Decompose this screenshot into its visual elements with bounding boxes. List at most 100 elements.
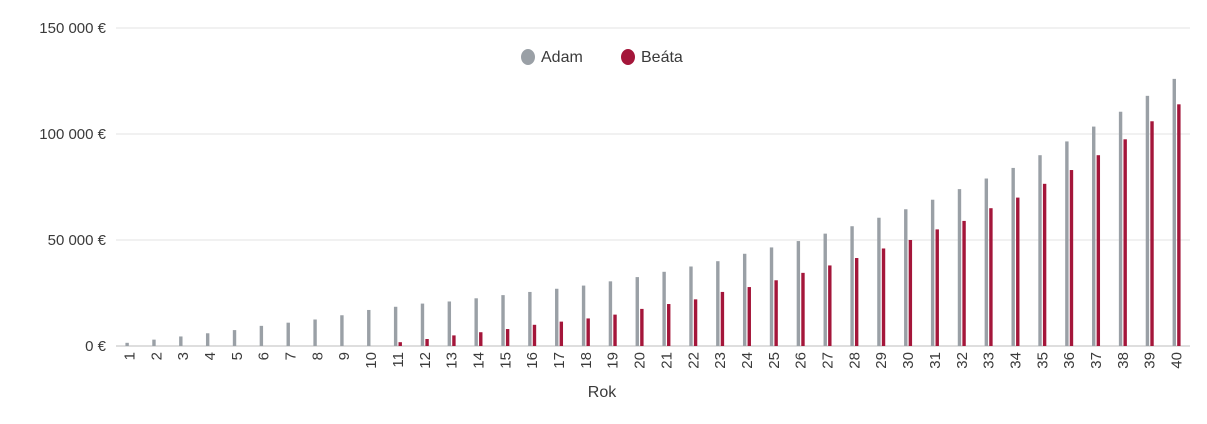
y-tick-label: 0 € <box>85 338 107 355</box>
x-tick-label: 26 <box>793 352 810 369</box>
x-tick-label: 11 <box>390 352 407 368</box>
bar-adam-35 <box>1038 155 1042 346</box>
bar-adam-4 <box>205 333 210 346</box>
bar-adam-38 <box>1118 111 1123 347</box>
bar-adam-1 <box>125 342 129 346</box>
x-tick-label: 31 <box>927 352 944 369</box>
bar-adam-2 <box>152 339 156 346</box>
bar-beta-27 <box>828 265 832 346</box>
bar-beta-14 <box>479 332 483 346</box>
x-tick-label: 30 <box>900 352 917 369</box>
legend-item[interactable]: Adam <box>521 49 583 66</box>
bar-beta-19 <box>613 314 617 346</box>
x-axis-title: Rok <box>588 384 617 401</box>
bar-adam-8 <box>313 319 317 346</box>
bar-adam-5 <box>232 330 237 346</box>
y-tick-label: 150 000 € <box>39 20 106 37</box>
x-tick-label: 7 <box>283 352 300 360</box>
bar-adam-18 <box>581 285 586 346</box>
x-tick-label: 34 <box>1007 352 1024 369</box>
x-tick-label: 4 <box>202 352 219 360</box>
x-tick-label: 16 <box>524 352 541 369</box>
bar-beta-11 <box>398 342 402 346</box>
bar-beta-21 <box>667 304 671 346</box>
x-tick-label: 40 <box>1169 352 1186 369</box>
bar-adam-24 <box>742 253 747 346</box>
bar-adam-25 <box>769 247 774 346</box>
x-tick-label: 18 <box>578 352 595 369</box>
bar-adam-31 <box>930 199 935 346</box>
bar-adam-9 <box>340 315 344 346</box>
bar-beta-23 <box>720 291 725 346</box>
x-tick-label: 8 <box>309 352 326 360</box>
bar-adam-32 <box>957 189 962 346</box>
bar-beta-28 <box>854 258 859 346</box>
bar-adam-40 <box>1172 78 1176 346</box>
bar-adam-19 <box>608 281 613 346</box>
x-tick-label: 9 <box>336 352 353 360</box>
x-tick-label: 21 <box>658 352 675 369</box>
bar-beta-33 <box>989 208 993 346</box>
bar-adam-17 <box>555 288 559 346</box>
bar-beta-39 <box>1150 121 1154 346</box>
x-tick-label: 28 <box>846 352 863 369</box>
bar-adam-7 <box>286 322 290 346</box>
x-tick-label: 27 <box>820 352 837 369</box>
x-tick-label: 39 <box>1142 352 1159 369</box>
x-tick-label: 25 <box>766 352 783 369</box>
bar-adam-37 <box>1092 126 1096 346</box>
bar-beta-34 <box>1016 197 1020 346</box>
x-tick-label: 35 <box>1034 352 1051 369</box>
bar-adam-14 <box>474 298 478 346</box>
x-tick-label: 33 <box>981 352 998 369</box>
y-tick-label: 50 000 € <box>48 232 107 249</box>
x-tick-label: 20 <box>632 352 649 369</box>
bar-adam-11 <box>393 306 398 346</box>
legend-label: Beáta <box>641 49 683 66</box>
bar-beta-32 <box>962 220 966 346</box>
x-tick-label: 1 <box>121 352 138 360</box>
bar-beta-25 <box>774 280 778 346</box>
bar-beta-22 <box>693 299 698 346</box>
x-tick-label: 37 <box>1088 352 1105 369</box>
bar-adam-34 <box>1011 167 1015 346</box>
x-tick-label: 24 <box>739 352 756 369</box>
bar-beta-17 <box>559 321 564 346</box>
bar-beta-26 <box>801 272 805 346</box>
bars <box>125 78 1181 347</box>
bar-adam-15 <box>501 295 505 346</box>
x-tick-label: 19 <box>605 352 622 369</box>
x-tick-label: 10 <box>363 352 380 369</box>
legend-marker <box>621 49 635 65</box>
x-tick-label: 2 <box>148 352 165 360</box>
x-tick-label: 5 <box>229 352 246 360</box>
bar-adam-39 <box>1145 95 1150 346</box>
x-tick-label: 3 <box>175 352 192 360</box>
x-tick-label: 17 <box>551 352 568 369</box>
bar-adam-30 <box>904 209 908 346</box>
bar-beta-40 <box>1177 104 1181 346</box>
bar-beta-24 <box>747 287 751 346</box>
bar-adam-13 <box>447 301 452 346</box>
legend-item[interactable]: Beáta <box>621 49 683 66</box>
bar-adam-33 <box>984 178 989 346</box>
bar-adam-10 <box>367 309 371 346</box>
x-tick-label: 29 <box>873 352 890 369</box>
bar-adam-20 <box>635 277 639 346</box>
bar-adam-29 <box>877 217 881 346</box>
bar-beta-31 <box>935 229 939 346</box>
bar-adam-21 <box>662 271 666 346</box>
bar-beta-12 <box>425 339 429 346</box>
bar-beta-20 <box>640 308 644 346</box>
bar-adam-27 <box>823 233 827 346</box>
bar-beta-13 <box>452 335 456 346</box>
bar-adam-12 <box>420 303 425 346</box>
x-tick-label: 14 <box>470 352 487 369</box>
bar-adam-23 <box>716 261 720 346</box>
bar-adam-16 <box>528 291 532 346</box>
x-tick-label: 36 <box>1061 352 1078 369</box>
bar-adam-28 <box>850 226 854 346</box>
bar-adam-6 <box>259 325 264 346</box>
